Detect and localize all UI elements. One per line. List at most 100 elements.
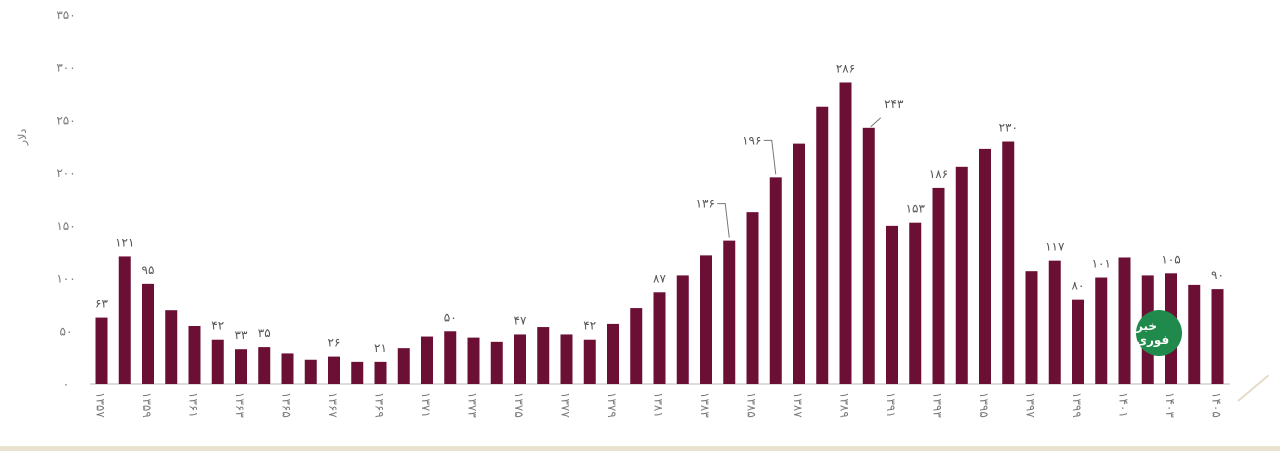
bar [723,240,736,384]
data-label-leader-line [763,139,777,175]
x-tick-label: ۱۳۹۱ [884,392,898,418]
bar [793,143,805,384]
bar [769,177,782,384]
x-tick-label: ۱۴۰۱ [1117,392,1131,418]
data-label: ۱۱۷ [1045,240,1065,254]
bar [909,222,922,384]
bar [142,283,154,384]
bar [467,337,480,384]
bar [862,127,875,385]
bar [746,212,759,384]
x-tick-label: ۱۳۹۹ [1070,392,1084,418]
y-tick-label: ۳۵۰ [56,8,75,22]
bar [955,166,968,384]
data-label: ۵۰ [444,310,457,324]
data-label: ۳۳ [235,328,248,342]
bar [351,361,364,384]
data-label: ۸۰ [1072,279,1085,293]
bar [630,308,643,384]
bar [211,339,224,384]
bar [1095,277,1108,384]
bars-group [95,82,1224,385]
data-label: ۱۲۱ [115,235,134,249]
bar [676,275,689,384]
bar [1002,141,1015,384]
bar [537,327,550,384]
bar [1188,284,1201,384]
bar [304,359,317,384]
x-tick-label: ۱۳۹۵ [977,392,991,418]
data-labels: ۶۳ ۱۲۱ ۹۵ ۴۲ ۳۳ ۳۵ ۲۶ ۲۱ ۵۰ ۴۷ ۴۲ ۸۷ ۱۳۶ ۱۹۶ ۲۸۶ ۲۴۳ ۱۵۳… [95,61,1224,354]
bar [490,341,503,384]
bar [839,82,852,384]
data-label: ۶۳ [95,297,108,311]
y-axis-label: دلار [16,129,29,147]
bar [165,310,178,384]
x-axis: ۱۳۵۷ ۱۳۵۹ ۱۳۶۱ ۱۳۶۳ ۱۳۶۵ ۱۳۶۷ ۱۳۶۹ ۱۳۷۱ ۱۳۷۳ ۱۳۷۵… [94,392,1224,418]
data-label: ۴۲ [211,319,224,333]
y-tick-label: ۲۰۰ [56,166,75,180]
y-tick-label: ۵۰ [60,324,73,338]
data-label-leader-line [717,203,730,238]
data-label: ۲۸۶ [836,61,855,75]
data-label: ۱۹۶ [742,133,761,147]
bar [95,317,108,384]
x-tick-label: ۱۳۶۷ [326,392,340,418]
data-label: ۸۷ [653,271,666,285]
y-tick-label: ۱۵۰ [56,219,75,233]
data-label: ۱۰۵ [1161,252,1180,266]
bar [1118,257,1131,384]
bar [444,331,457,384]
y-tick-label: ۲۵۰ [56,113,75,127]
bar [607,323,619,384]
bar [700,255,712,384]
x-tick-label: ۱۳۸۱ [652,392,666,418]
y-tick-label: ۱۰۰ [56,272,75,286]
bar [979,148,991,384]
x-tick-label: ۱۳۸۷ [791,392,805,418]
bar [1048,260,1061,384]
data-label: ۲۶ [328,336,341,350]
data-label: ۴۲ [583,319,596,333]
x-tick-label: ۱۳۵۷ [94,392,108,418]
bar [235,349,247,384]
data-label: ۹۰ [1211,268,1224,282]
bar [421,336,433,384]
x-tick-label: ۱۳۶۹ [373,392,387,418]
x-tick-label: ۱۴۰۳ [1163,392,1177,418]
data-label: ۱۸۶ [929,167,948,181]
x-tick-label: ۱۳۶۵ [280,392,294,418]
bar [1025,271,1038,384]
y-tick-label: ۰ [63,377,69,391]
data-label: ۲۴۳ [884,97,904,111]
x-tick-label: ۱۳۸۳ [698,392,712,418]
data-label: ۱۳۶ [696,197,715,211]
bar [258,347,271,384]
x-tick-label: ۱۳۸۹ [838,392,852,418]
bar [397,348,410,384]
x-tick-label: ۱۳۶۱ [187,392,201,418]
bar [188,326,201,384]
x-tick-label: ۱۳۵۹ [140,392,154,418]
bar [1072,299,1084,384]
bar [932,187,945,384]
x-tick-label: ۱۳۹۳ [931,392,945,418]
bar [514,334,526,384]
bar [328,356,340,384]
data-label: ۳۵ [258,326,271,340]
data-label: ۲۳۰ [999,121,1018,135]
bar [560,334,573,384]
bar [886,225,898,384]
x-tick-label: ۱۳۷۳ [466,392,480,418]
bar [583,339,596,384]
bar [281,353,294,384]
news-logo-icon: خبر فوری [1136,310,1182,356]
x-tick-label: ۱۳۶۳ [233,392,247,418]
data-label-leader-line [870,117,882,128]
bar [118,256,131,384]
x-tick-label: ۱۳۷۵ [512,392,526,418]
y-axis: ۰ ۵۰ ۱۰۰ ۱۵۰ ۲۰۰ ۲۵۰ ۳۰۰ ۳۵۰ [56,8,75,391]
bottom-strip [0,446,1280,451]
data-label: ۱۰۱ [1092,257,1111,271]
